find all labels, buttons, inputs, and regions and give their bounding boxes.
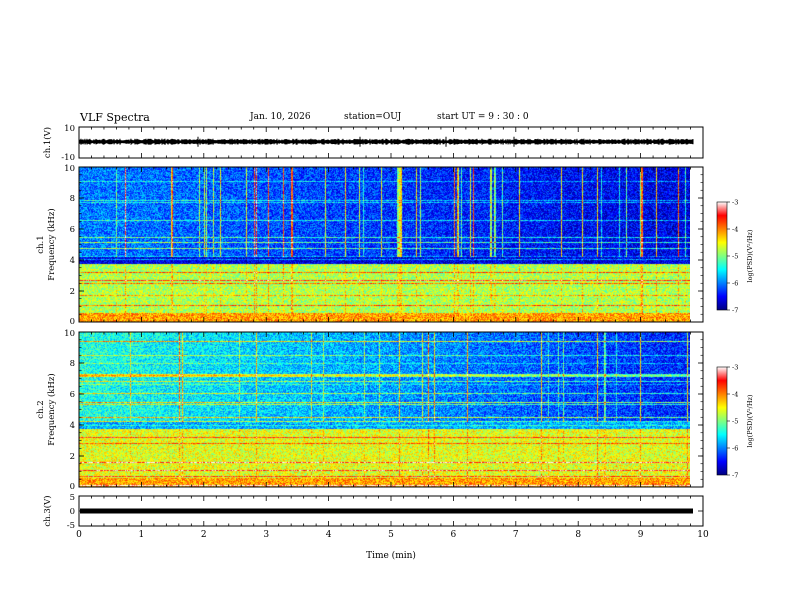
y-axis-panel-4: 5 0 -5 ch.3(V)	[42, 493, 703, 531]
spectrogram-image-2	[79, 167, 690, 322]
x-tick-label: 7	[513, 530, 519, 540]
y-axis-label: ch.1	[36, 235, 46, 253]
colorbar-2: -3 -4 -5 -6 -7 log(PSD)(V²/Hz)	[716, 199, 754, 315]
x-tick-label: 2	[201, 530, 207, 540]
colorbar-tick-label: -6	[732, 280, 738, 288]
y-axis-panel-1: 10 -10 ch.1(V)	[42, 124, 703, 163]
y-tick-label: 0	[70, 507, 75, 517]
y-axis-label: ch.3(V)	[42, 495, 53, 526]
y-tick-label: 2	[70, 287, 75, 297]
date-label: Jan. 10, 2026	[250, 112, 311, 122]
y-tick-label: 4	[70, 256, 75, 266]
x-ticks-panel-2	[78, 167, 704, 322]
y-tick-label: -5	[67, 521, 75, 531]
x-tick-label: 1	[139, 530, 145, 540]
y-tick-label: 2	[70, 452, 75, 462]
figure-title: VLF Spectra	[80, 111, 150, 124]
x-axis-label: Time (min)	[366, 550, 416, 561]
y-tick-label: -10	[61, 153, 75, 163]
x-tick-label: 10	[697, 530, 709, 540]
x-tick-label: 8	[575, 530, 581, 540]
x-tick-label: 9	[638, 530, 644, 540]
ch3-waveform-trace	[80, 508, 693, 514]
colorbar-tick-label: -3	[732, 199, 738, 207]
colorbar-tick-label: -7	[732, 472, 738, 480]
y-tick-label: 0	[70, 317, 75, 327]
y-tick-label: 10	[64, 164, 75, 174]
spectrogram-panel-2	[79, 167, 690, 322]
y-axis-panel-2: 0 2 4 6 8 10 ch.1 Frequency (kHz)	[36, 164, 703, 327]
y-axis-panel-3: 0 2 4 6 8 10 ch.2 Frequency (kHz)	[36, 329, 703, 492]
colorbar-tick-label: -4	[732, 226, 738, 234]
x-ticks-panel-3	[78, 332, 704, 487]
colorbar-tick-label: -6	[732, 445, 738, 453]
y-tick-label: 10	[64, 329, 75, 339]
colorbar-tick-label: -5	[732, 253, 738, 261]
y-tick-label: 5	[70, 493, 75, 503]
waveform-panel-4	[80, 508, 693, 514]
y-tick-label: 6	[70, 390, 75, 400]
waveform-panel-1	[78, 136, 694, 147]
x-tick-label: 0	[76, 530, 82, 540]
y-axis-label: ch.2	[36, 400, 46, 418]
y-tick-label: 8	[70, 194, 75, 204]
colorbar-tick-label: -7	[732, 307, 738, 315]
y-axis-label: Frequency (kHz)	[46, 373, 57, 445]
station-label: station=OUJ	[344, 112, 402, 122]
x-ticks-panel-4: 0 1 2 3 4 5 6 7 8 9 10	[76, 496, 709, 540]
y-axis-label: Frequency (kHz)	[46, 208, 57, 280]
x-tick-label: 4	[326, 530, 332, 540]
ch1-waveform-trace	[78, 138, 694, 145]
colorbar-bar	[716, 366, 728, 476]
colorbar-tick-label: -4	[732, 391, 738, 399]
colorbar-label: log(PSD)(V²/Hz)	[746, 229, 754, 282]
x-tick-label: 6	[451, 530, 457, 540]
y-tick-label: 4	[70, 421, 75, 431]
y-tick-label: 0	[70, 482, 75, 492]
y-tick-label: 10	[64, 124, 75, 134]
colorbar-tick-label: -5	[732, 418, 738, 426]
x-ticks-panel-1	[78, 127, 704, 158]
spectrogram-image-3	[79, 332, 690, 487]
y-axis-label: ch.1(V)	[42, 127, 53, 158]
colorbar-tick-label: -3	[732, 364, 738, 372]
x-tick-label: 3	[263, 530, 269, 540]
y-tick-label: 6	[70, 225, 75, 235]
start-time-label: start UT = 9 : 30 : 0	[437, 112, 529, 122]
colorbar-bar	[716, 201, 728, 311]
x-tick-label: 5	[388, 530, 394, 540]
y-tick-label: 8	[70, 359, 75, 369]
colorbar-3: -3 -4 -5 -6 -7 log(PSD)(V²/Hz)	[716, 364, 754, 480]
colorbar-label: log(PSD)(V²/Hz)	[746, 394, 754, 447]
spectrogram-panel-3	[79, 332, 690, 487]
